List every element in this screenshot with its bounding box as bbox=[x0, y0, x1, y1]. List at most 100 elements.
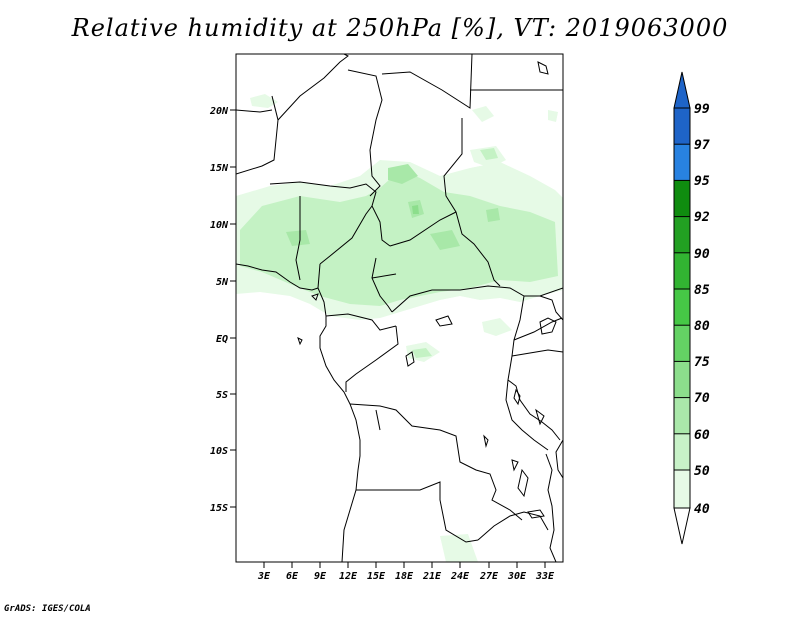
border bbox=[391, 285, 563, 313]
colorbar-swatch bbox=[674, 180, 690, 217]
border bbox=[389, 211, 457, 247]
colorbar-swatch bbox=[674, 397, 690, 434]
lat-label: EQ bbox=[216, 334, 228, 345]
border bbox=[511, 349, 563, 357]
lon-label: 27E bbox=[479, 571, 499, 582]
border bbox=[545, 453, 557, 562]
colorbar-swatch bbox=[674, 433, 690, 470]
colorbar-swatch bbox=[674, 289, 690, 326]
rh-shade-light bbox=[472, 106, 494, 122]
colorbar-label: 95 bbox=[694, 174, 710, 189]
map-frame bbox=[235, 53, 564, 563]
lake bbox=[511, 459, 519, 472]
chart-title: Relative humidity at 250hPa [%], VT: 201… bbox=[71, 14, 729, 42]
lake bbox=[311, 293, 319, 301]
lake bbox=[517, 468, 529, 498]
colorbar-label: 90 bbox=[694, 247, 710, 262]
border bbox=[319, 205, 373, 265]
colorbar-swatch bbox=[674, 325, 690, 362]
border bbox=[325, 313, 397, 331]
border bbox=[381, 54, 473, 109]
lake bbox=[527, 509, 545, 519]
colorbar-label: 40 bbox=[694, 502, 710, 517]
lon-label: 6E bbox=[286, 571, 299, 582]
lake bbox=[435, 315, 453, 327]
lon-label: 33E bbox=[535, 571, 555, 582]
lat-label: 5N bbox=[216, 277, 229, 288]
border bbox=[269, 181, 391, 247]
border bbox=[371, 257, 393, 313]
lon-label: 15E bbox=[367, 571, 386, 582]
lat-label: 10N bbox=[210, 220, 229, 231]
colorbar-swatch bbox=[674, 216, 690, 253]
border bbox=[236, 54, 349, 175]
border bbox=[356, 481, 479, 543]
lake bbox=[539, 317, 557, 335]
colorbar-top-arrow bbox=[673, 71, 691, 109]
lake bbox=[513, 388, 521, 406]
colorbar-label: 97 bbox=[694, 138, 710, 153]
coastline bbox=[236, 263, 361, 562]
colorbar-label: 99 bbox=[694, 102, 710, 117]
border bbox=[375, 409, 381, 431]
credit-text: GrADS: IGES/COLA bbox=[4, 604, 91, 614]
rh-shade-dark bbox=[430, 230, 460, 250]
border bbox=[295, 196, 301, 281]
lat-label: 15S bbox=[210, 503, 228, 514]
lon-label: 18E bbox=[395, 571, 414, 582]
lon-ticks bbox=[263, 562, 546, 568]
lake bbox=[483, 434, 489, 448]
colorbar-label: 70 bbox=[694, 391, 710, 406]
humidity-field bbox=[236, 94, 563, 562]
country-borders bbox=[236, 54, 563, 562]
lon-label: 3E bbox=[257, 571, 271, 582]
lon-label: 21E bbox=[422, 571, 442, 582]
rh-shade-dark bbox=[486, 208, 500, 222]
lake bbox=[535, 408, 545, 426]
colorbar-label: 50 bbox=[694, 464, 710, 479]
lon-label: 12E bbox=[339, 571, 358, 582]
rh-shade-light bbox=[440, 534, 478, 562]
lake bbox=[405, 351, 415, 367]
lon-label: 24E bbox=[450, 571, 470, 582]
lake bbox=[537, 61, 549, 75]
border bbox=[539, 295, 563, 321]
colorbar-swatch bbox=[674, 470, 690, 508]
border bbox=[507, 379, 561, 441]
border bbox=[505, 295, 549, 451]
border bbox=[347, 69, 383, 197]
border bbox=[555, 439, 563, 479]
colorbar-label: 92 bbox=[694, 210, 710, 225]
lat-label: 10S bbox=[210, 446, 228, 457]
lat-label: 15N bbox=[210, 163, 229, 174]
colorbar-label: 75 bbox=[694, 355, 710, 370]
colorbar-label: 80 bbox=[694, 319, 710, 334]
lat-label: 5S bbox=[216, 390, 228, 401]
lon-label: 9E bbox=[314, 571, 327, 582]
colorbar-swatch bbox=[674, 144, 690, 181]
border bbox=[317, 263, 321, 289]
rh-shade-light bbox=[482, 318, 512, 336]
rh-shade-light bbox=[250, 94, 278, 108]
lake bbox=[297, 337, 303, 346]
colorbar-label: 85 bbox=[694, 283, 710, 298]
rh-shade-dark bbox=[286, 230, 310, 246]
colorbar-frame bbox=[673, 107, 691, 509]
border bbox=[513, 317, 563, 341]
lon-label: 30E bbox=[507, 571, 527, 582]
border bbox=[271, 95, 279, 121]
rh-shade-dark bbox=[412, 205, 419, 214]
colorbar-swatch bbox=[674, 361, 690, 398]
border bbox=[349, 403, 523, 521]
lat-ticks bbox=[230, 109, 236, 508]
colorbar-bottom-arrow bbox=[673, 507, 691, 545]
border bbox=[477, 511, 549, 541]
rh-shade-medium bbox=[412, 348, 432, 358]
colorbar-swatch bbox=[674, 108, 690, 145]
rh-shade-light bbox=[548, 110, 558, 122]
colorbar-swatch bbox=[674, 252, 690, 289]
colorbar: 99 97 95 92 90 85 80 75 70 60 50 40 bbox=[673, 71, 710, 545]
border bbox=[345, 325, 399, 392]
rh-shade-dark bbox=[388, 164, 418, 184]
border bbox=[371, 273, 397, 279]
